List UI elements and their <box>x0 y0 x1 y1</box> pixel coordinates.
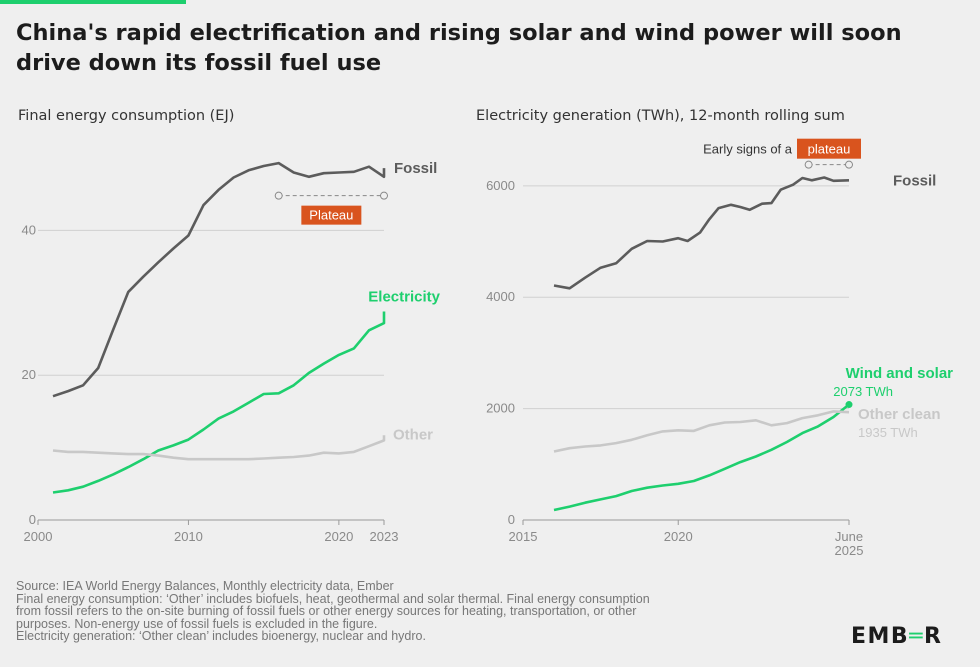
series-line-other-clean <box>553 410 850 453</box>
x-tick-label: 2010 <box>174 529 203 544</box>
y-tick-label: 40 <box>22 222 36 237</box>
plateau-marker <box>845 160 853 169</box>
left-chart: 0 20 40 2000 2010 2020 2023 Fossil Electricity Ot… <box>22 160 441 544</box>
note-line: Final energy consumption: ‘Other’ includ… <box>16 591 650 606</box>
note-line: Electricity generation: ‘Other clean’ in… <box>16 629 426 644</box>
right-chart-title: Electricity generation (TWh), 12-month r… <box>476 108 845 124</box>
note-line: from fossil refers to the on-site burnin… <box>16 604 637 619</box>
series-line-electricity <box>52 311 386 494</box>
annotation-prefix: Early signs of a <box>703 142 793 157</box>
plateau-marker <box>274 191 283 200</box>
y-tick-label: 0 <box>29 512 36 527</box>
left-chart-title: Final energy consumption (EJ) <box>18 108 235 124</box>
y-tick-label: 6000 <box>486 178 515 193</box>
accent-bar <box>0 0 186 4</box>
source-line: Source: IEA World Energy Balances, Month… <box>16 579 394 593</box>
end-value-label: 1935 TWh <box>858 425 918 440</box>
series-label: Other <box>393 426 433 443</box>
plateau-marker <box>380 191 388 200</box>
source-notes: Source: IEA World Energy Balances, Month… <box>16 580 816 643</box>
page-title: China's rapid electrification and rising… <box>16 20 902 76</box>
logo-mark: ═ <box>909 624 924 649</box>
note-line: purposes. Non-energy use of fossil fuels… <box>16 616 378 631</box>
x-tick-label: 2000 <box>24 529 53 544</box>
plateau-marker <box>804 160 813 169</box>
x-tick-label: 2020 <box>324 529 353 544</box>
series-label: Electricity <box>368 288 440 305</box>
series-line-wind-and-solar <box>553 403 850 512</box>
y-tick-label: 0 <box>508 512 515 527</box>
series-line-fossil <box>52 161 386 398</box>
plateau-label: plateau <box>808 142 851 157</box>
plateau-label: Plateau <box>309 208 353 223</box>
series-label: Other clean <box>858 406 941 423</box>
logo-text-left: EMB <box>851 624 910 649</box>
x-tick-label: 2020 <box>664 529 693 544</box>
y-tick-label: 4000 <box>486 289 515 304</box>
y-tick-label: 20 <box>22 367 36 382</box>
wind-solar-endpoint <box>845 401 853 409</box>
end-value-label: 2073 TWh <box>833 384 893 399</box>
plateau-label-box <box>797 138 861 159</box>
y-tick-label: 2000 <box>486 401 515 416</box>
series-label: Fossil <box>394 160 437 177</box>
plateau-label-box <box>301 205 362 225</box>
x-tick-label: 2025 <box>835 543 864 558</box>
series-label: Wind and solar <box>846 365 954 382</box>
logo-text-right: R <box>923 624 943 649</box>
series-label: Fossil <box>893 172 936 189</box>
ember-logo: EMB═R <box>851 624 942 649</box>
series-line-other <box>52 435 386 461</box>
x-tick-label: June <box>835 529 863 544</box>
series-line-fossil <box>553 176 850 290</box>
x-tick-label: 2015 <box>509 529 538 544</box>
x-tick-label: 2023 <box>370 529 399 544</box>
